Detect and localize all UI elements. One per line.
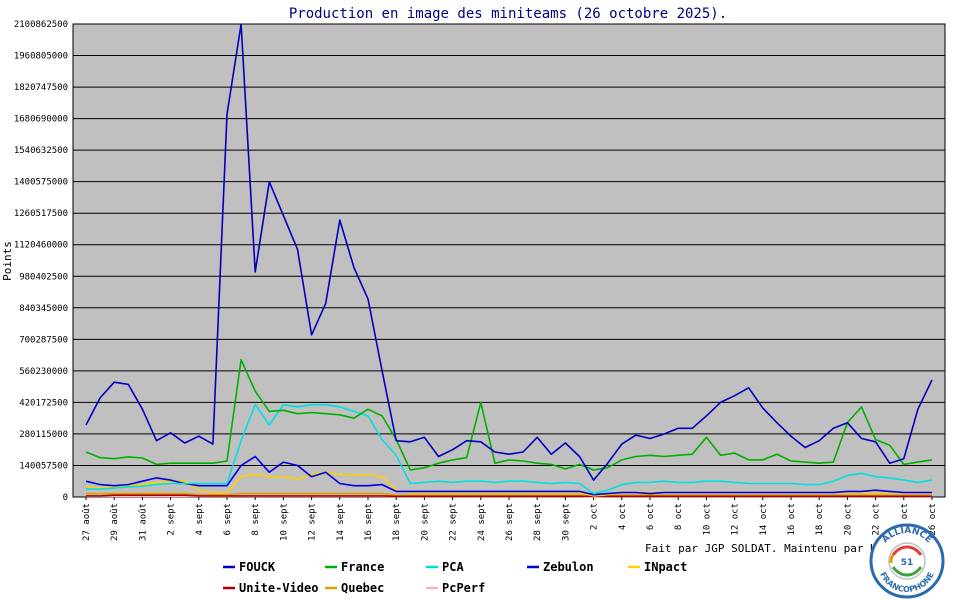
x-tick-label: 8 oct [674, 503, 684, 530]
series-line-quebec [86, 492, 932, 497]
legend-label-inpact: INpact [644, 560, 687, 574]
x-tick-label: 27 août [82, 503, 92, 541]
x-tick-label: 2 sept [167, 503, 177, 536]
x-tick-label: 18 oct [815, 503, 825, 536]
x-tick-label: 6 sept [223, 503, 233, 536]
y-tick-label: 1400575000 [14, 178, 68, 188]
plot-area [72, 23, 946, 498]
x-tick-label: 16 oct [787, 503, 797, 536]
y-tick-label: 2100862500 [14, 20, 68, 30]
logo-number: 51 [901, 558, 914, 568]
legend-label-france: France [341, 560, 384, 574]
x-tick-label: 22 sept [449, 503, 459, 541]
series-line-zebulon [85, 455, 932, 496]
x-tick-label: 10 sept [279, 503, 289, 541]
x-tick-label: 26 sept [505, 503, 515, 541]
y-axis-ticks: 0 140057500 280115000 420172500 560230000 700… [14, 20, 68, 503]
logo-arc-green [891, 566, 923, 577]
legend-label-fouck: FOUCK [239, 560, 276, 574]
logo-arc-red [891, 545, 923, 556]
x-tick-label: 8 sept [251, 503, 261, 536]
x-tick-label: 16 sept [364, 503, 374, 541]
y-tick-label: 980402500 [19, 272, 68, 282]
y-tick-label: 560230000 [19, 367, 68, 377]
legend-label-zebulon: Zebulon [543, 560, 594, 574]
y-tick-label: 1540632500 [14, 146, 68, 156]
alliance-francophone-logo: 51 ALLIANCE FRANCOPHONE [869, 523, 945, 599]
chart-title: Production en image des miniteams (26 oc… [289, 6, 727, 22]
x-tick-label: 20 sept [420, 503, 430, 541]
x-tick-label: 24 sept [477, 503, 487, 541]
x-tick-label: 24 oct [900, 503, 910, 536]
y-tick-label: 1120460000 [14, 241, 68, 251]
x-axis-ticks: 27 août 29 août 31 août 2 sept 4 sept 6 sept 8… [82, 497, 938, 541]
y-tick-label: 840345000 [19, 304, 68, 314]
logo-inner-ring [888, 542, 926, 580]
x-tick-label: 26 oct [928, 503, 938, 536]
legend: FOUCK France PCA Zebulon INpact Unite-Video Qu… [223, 560, 687, 595]
logo-ring [869, 523, 945, 599]
y-tick-label: 280115000 [19, 430, 68, 440]
y-tick-label: 700287500 [19, 335, 68, 345]
series-line-france [85, 358, 933, 471]
y-tick-label: 140057500 [19, 461, 68, 471]
x-tick-label: 12 sept [308, 503, 318, 541]
legend-label-quebec: Quebec [341, 581, 384, 595]
logo-arc-yellow [889, 553, 895, 564]
x-tick-label: 31 août [138, 503, 148, 541]
series-line-unite-video [86, 494, 932, 498]
x-tick-label: 14 sept [336, 503, 346, 541]
y-tick-label: 1960805000 [14, 52, 68, 62]
y-tick-label: 420172500 [19, 398, 68, 408]
y-tick-label: 1260517500 [14, 209, 68, 219]
series-lines [85, 23, 933, 498]
x-tick-label: 4 sept [195, 503, 205, 536]
series-line-fouck [85, 23, 933, 481]
legend-label-unite-video: Unite-Video [239, 581, 318, 595]
y-tick-label: 0 [63, 493, 68, 503]
x-tick-label: 4 oct [618, 503, 628, 530]
x-tick-label: 22 oct [872, 503, 882, 536]
x-tick-label: 20 oct [843, 503, 853, 536]
y-axis-label: Points [1, 241, 14, 281]
x-tick-label: 28 sept [533, 503, 543, 541]
y-tick-label: 1680690000 [14, 115, 68, 125]
x-tick-label: 6 oct [646, 503, 656, 530]
x-tick-label: 30 sept [561, 503, 571, 541]
y-tick-label: 1820747500 [14, 83, 68, 93]
x-tick-label: 12 oct [731, 503, 741, 536]
legend-label-pcperf: PcPerf [442, 581, 485, 595]
x-tick-label: 2 oct [590, 503, 600, 530]
credit-text: Fait par JGP SOLDAT. Maintenu par Kana-c… [645, 542, 936, 555]
series-line-pca [86, 403, 933, 495]
legend-label-pca: PCA [442, 560, 464, 574]
x-tick-label: 29 août [110, 503, 120, 541]
x-tick-label: 14 oct [759, 503, 769, 536]
x-tick-label: 18 sept [392, 503, 402, 541]
x-tick-label: 10 oct [702, 503, 712, 536]
